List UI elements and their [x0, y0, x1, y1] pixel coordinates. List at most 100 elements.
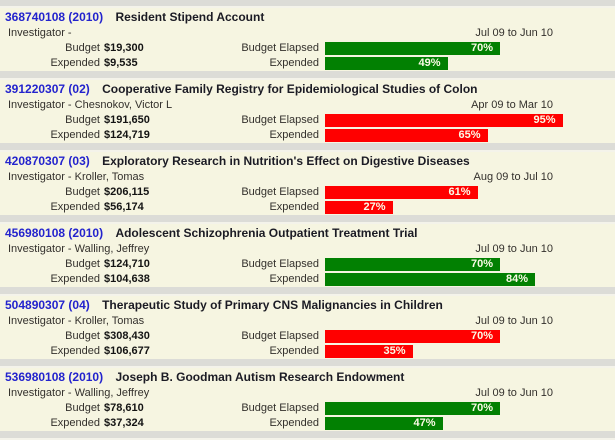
- investigator-line: Investigator - Chesnokov, Victor L: [0, 98, 325, 113]
- budget-elapsed-label: Budget Elapsed: [241, 114, 319, 126]
- grant-number-link[interactable]: 536980108 (2010): [5, 370, 104, 384]
- grant-title: Adolescent Schizophrenia Outpatient Trea…: [115, 226, 418, 240]
- expended-label: Expended: [50, 201, 100, 213]
- expended-amount: $37,324: [104, 417, 144, 429]
- investigator-name: Walling, Jeffrey: [74, 387, 150, 399]
- expended-bar-label: Expended: [269, 345, 319, 357]
- budget-elapsed-bar: 70%: [325, 402, 575, 415]
- grant-number-link[interactable]: 368740108 (2010): [5, 10, 104, 24]
- budget-elapsed-percent: 95%: [533, 114, 556, 126]
- grant-period: Jul 09 to Jun 10: [475, 243, 553, 255]
- budget-elapsed-bar: 61%: [325, 186, 575, 199]
- investigator-line: Investigator - Walling, Jeffrey: [0, 242, 325, 257]
- grant-period: Jul 09 to Jun 10: [475, 315, 553, 327]
- investigator-prefix: Investigator -: [8, 315, 72, 327]
- grant-card: 456980108 (2010) Adolescent Schizophreni…: [0, 224, 615, 287]
- budget-elapsed-bar: 70%: [325, 258, 575, 271]
- expended-bar: 35%: [325, 345, 575, 358]
- grant-card: 536980108 (2010) Joseph B. Goodman Autis…: [0, 368, 615, 431]
- expended-label: Expended: [50, 345, 100, 357]
- grant-card-header: 504890307 (04) Therapeutic Study of Prim…: [0, 298, 615, 314]
- grant-card: 420870307 (03) Exploratory Research in N…: [0, 152, 615, 215]
- expended-bar-label: Expended: [269, 201, 319, 213]
- budget-amount: $19,300: [104, 42, 144, 54]
- expended-percent: 27%: [363, 201, 386, 213]
- budget-amount: $206,115: [104, 186, 150, 198]
- budget-elapsed-fill: 70%: [325, 330, 500, 343]
- grant-number-link[interactable]: 456980108 (2010): [5, 226, 104, 240]
- expended-fill: 27%: [325, 201, 393, 214]
- investigator-prefix: Investigator -: [8, 171, 72, 183]
- expended-bar: 65%: [325, 129, 575, 142]
- investigator-line: Investigator -: [0, 26, 325, 41]
- investigator-prefix: Investigator -: [8, 243, 72, 255]
- investigator-line: Investigator - Kroller, Tomas: [0, 170, 325, 185]
- expended-bar: 27%: [325, 201, 575, 214]
- grant-number-link[interactable]: 504890307 (04): [5, 298, 90, 312]
- expended-bar-label: Expended: [269, 57, 319, 69]
- expended-percent: 49%: [418, 57, 441, 69]
- expended-fill: 49%: [325, 57, 448, 70]
- investigator-name: Kroller, Tomas: [74, 171, 145, 183]
- expended-percent: 35%: [383, 345, 406, 357]
- expended-label: Expended: [50, 57, 100, 69]
- grant-card-header: 391220307 (02) Cooperative Family Regist…: [0, 82, 615, 98]
- expended-fill: 47%: [325, 417, 443, 430]
- expended-percent: 65%: [458, 129, 481, 141]
- budget-label: Budget: [65, 186, 100, 198]
- grant-period: Jul 09 to Jun 10: [475, 387, 553, 399]
- expended-percent: 84%: [505, 273, 528, 285]
- grant-card-header: 420870307 (03) Exploratory Research in N…: [0, 154, 615, 170]
- separator: [0, 143, 615, 152]
- expended-amount: $9,535: [104, 57, 138, 69]
- budget-label: Budget: [65, 114, 100, 126]
- separator: [0, 359, 615, 368]
- investigator-prefix: Investigator -: [8, 27, 72, 39]
- budget-elapsed-label: Budget Elapsed: [241, 42, 319, 54]
- budget-elapsed-label: Budget Elapsed: [241, 402, 319, 414]
- budget-label: Budget: [65, 330, 100, 342]
- budget-elapsed-percent: 70%: [470, 42, 493, 54]
- grant-period: Apr 09 to Mar 10: [471, 99, 553, 111]
- budget-elapsed-bar: 95%: [325, 114, 575, 127]
- grant-number-link[interactable]: 420870307 (03): [5, 154, 90, 168]
- budget-elapsed-bar: 70%: [325, 330, 575, 343]
- expended-bar: 49%: [325, 57, 575, 70]
- grant-title: Resident Stipend Account: [115, 10, 265, 24]
- separator: [0, 71, 615, 80]
- expended-amount: $104,638: [104, 273, 150, 285]
- budget-amount: $78,610: [104, 402, 144, 414]
- budget-elapsed-label: Budget Elapsed: [241, 330, 319, 342]
- grant-title: Therapeutic Study of Primary CNS Maligna…: [102, 298, 443, 312]
- grant-title: Joseph B. Goodman Autism Research Endowm…: [115, 370, 405, 384]
- grant-title: Cooperative Family Registry for Epidemio…: [102, 82, 478, 96]
- investigator-line: Investigator - Walling, Jeffrey: [0, 386, 325, 401]
- grant-card: 391220307 (02) Cooperative Family Regist…: [0, 80, 615, 143]
- expended-fill: 84%: [325, 273, 535, 286]
- expended-percent: 47%: [413, 417, 436, 429]
- budget-elapsed-label: Budget Elapsed: [241, 186, 319, 198]
- investigator-line: Investigator - Kroller, Tomas: [0, 314, 325, 329]
- separator: [0, 0, 615, 8]
- grant-card-header: 456980108 (2010) Adolescent Schizophreni…: [0, 226, 615, 242]
- investigator-prefix: Investigator -: [8, 99, 72, 111]
- budget-elapsed-bar: 70%: [325, 42, 575, 55]
- expended-bar: 84%: [325, 273, 575, 286]
- budget-elapsed-fill: 70%: [325, 402, 500, 415]
- budget-label: Budget: [65, 402, 100, 414]
- grant-card: 368740108 (2010) Resident Stipend Accoun…: [0, 8, 615, 71]
- budget-amount: $124,710: [104, 258, 150, 270]
- investigator-prefix: Investigator -: [8, 387, 72, 399]
- budget-elapsed-fill: 95%: [325, 114, 563, 127]
- expended-bar-label: Expended: [269, 417, 319, 429]
- budget-elapsed-percent: 61%: [448, 186, 471, 198]
- expended-label: Expended: [50, 417, 100, 429]
- grant-card: 504890307 (04) Therapeutic Study of Prim…: [0, 296, 615, 359]
- expended-fill: 35%: [325, 345, 413, 358]
- separator: [0, 287, 615, 296]
- grant-number-link[interactable]: 391220307 (02): [5, 82, 90, 96]
- budget-elapsed-percent: 70%: [470, 402, 493, 414]
- expended-label: Expended: [50, 273, 100, 285]
- expended-amount: $56,174: [104, 201, 144, 213]
